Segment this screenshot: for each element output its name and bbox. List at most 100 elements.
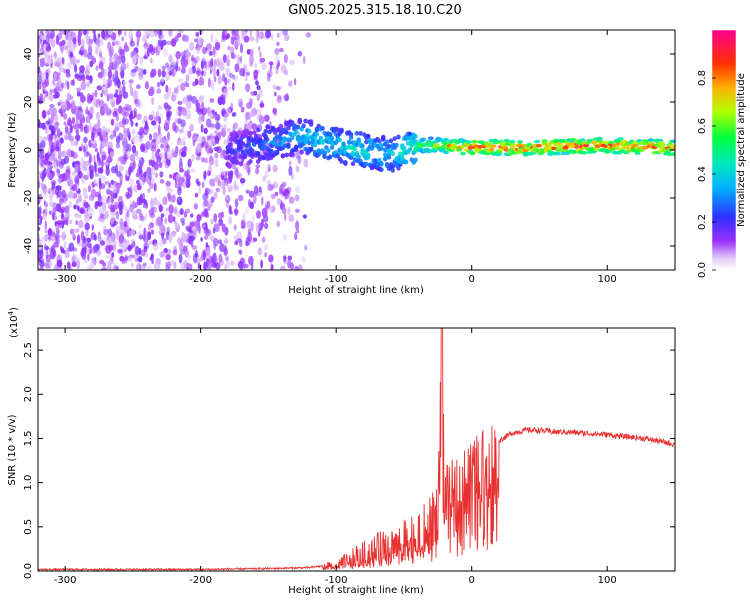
noise-blob [107, 197, 112, 208]
noise-blob [143, 242, 149, 250]
noise-blob [66, 92, 72, 102]
noise-blob [200, 38, 204, 44]
noise-blob [248, 190, 255, 198]
ridge-blob [335, 127, 340, 133]
noise-blob [123, 80, 127, 86]
ridge-blob [282, 143, 287, 149]
noise-blob [105, 141, 110, 147]
noise-blob [214, 136, 220, 145]
noise-blob [172, 216, 176, 223]
noise-blob [270, 33, 274, 41]
noise-blob [165, 180, 171, 187]
noise-blob [247, 167, 250, 176]
noise-blob [111, 61, 118, 71]
noise-blob [118, 165, 125, 171]
ridge-blob [541, 140, 548, 144]
noise-blob [136, 34, 140, 44]
ridge-blob [305, 133, 310, 138]
noise-blob [104, 68, 107, 77]
ridge-blob [297, 119, 302, 125]
noise-blob [213, 213, 218, 223]
ridge-blob [246, 142, 251, 148]
noise-blob [217, 131, 224, 136]
ridge-blob [307, 128, 312, 134]
noise-blob [159, 171, 164, 178]
noise-blob [131, 55, 137, 65]
noise-blob [150, 69, 156, 78]
noise-blob [147, 188, 151, 193]
noise-blob [276, 41, 280, 47]
noise-blob [45, 90, 49, 97]
noise-blob [132, 135, 135, 143]
noise-blob [200, 123, 204, 133]
noise-blob [282, 30, 288, 36]
noise-blob [117, 195, 123, 205]
x-tick-label: -100 [325, 274, 348, 285]
noise-blob [255, 164, 261, 169]
ridge-blob [356, 137, 361, 143]
noise-blob [84, 222, 90, 231]
noise-blob [86, 237, 92, 243]
noise-blob [202, 46, 207, 55]
noise-blob [165, 62, 169, 68]
noise-blob [107, 30, 113, 36]
noise-blob [249, 30, 253, 38]
noise-blob [179, 208, 184, 216]
noise-blob [225, 256, 229, 262]
noise-blob [103, 134, 109, 144]
noise-blob [95, 147, 98, 153]
noise-blob [52, 202, 58, 212]
noise-blob [133, 184, 139, 193]
noise-blob [140, 143, 146, 153]
noise-blob [158, 116, 162, 125]
noise-blob [45, 249, 49, 259]
noise-blob [99, 52, 103, 58]
noise-blob [128, 177, 135, 188]
noise-blob [54, 56, 59, 67]
ridge-blob [284, 130, 289, 135]
noise-blob [217, 239, 223, 244]
noise-blob [99, 180, 102, 191]
noise-blob [54, 114, 59, 123]
noise-blob [50, 142, 57, 151]
noise-blob [201, 181, 205, 189]
noise-blob [294, 208, 300, 213]
noise-blob [251, 123, 258, 130]
noise-blob [52, 170, 56, 178]
noise-blob [100, 128, 107, 136]
noise-blob [135, 98, 141, 108]
noise-blob [165, 207, 172, 212]
noise-blob [177, 78, 184, 83]
noise-blob [122, 133, 128, 142]
noise-blob [195, 31, 200, 38]
x-tick-label: 100 [598, 274, 617, 285]
noise-blob [163, 146, 168, 153]
noise-blob [184, 170, 188, 177]
ridge-blob [328, 132, 333, 137]
y-tick-label: 20 [23, 96, 34, 109]
noise-blob [236, 54, 240, 60]
y-tick-label: -40 [23, 238, 34, 254]
noise-blob [203, 107, 209, 115]
noise-blob [240, 106, 245, 113]
noise-blob [297, 50, 303, 57]
noise-blob [65, 165, 71, 174]
noise-blob [47, 227, 53, 237]
noise-blob [81, 177, 86, 184]
noise-blob [156, 156, 162, 163]
noise-blob [192, 253, 198, 264]
noise-blob [109, 134, 114, 140]
noise-blob [175, 222, 180, 228]
noise-blob [77, 207, 84, 213]
noise-blob [42, 84, 46, 91]
noise-blob [238, 249, 242, 254]
noise-blob [93, 244, 99, 253]
ridge-blob [405, 141, 411, 146]
ridge-blob [465, 140, 472, 144]
noise-blob [74, 164, 79, 173]
noise-blob [196, 258, 201, 265]
noise-blob [187, 183, 191, 188]
ridge-blob [407, 131, 413, 137]
noise-blob [38, 75, 43, 84]
noise-blob [170, 232, 176, 237]
